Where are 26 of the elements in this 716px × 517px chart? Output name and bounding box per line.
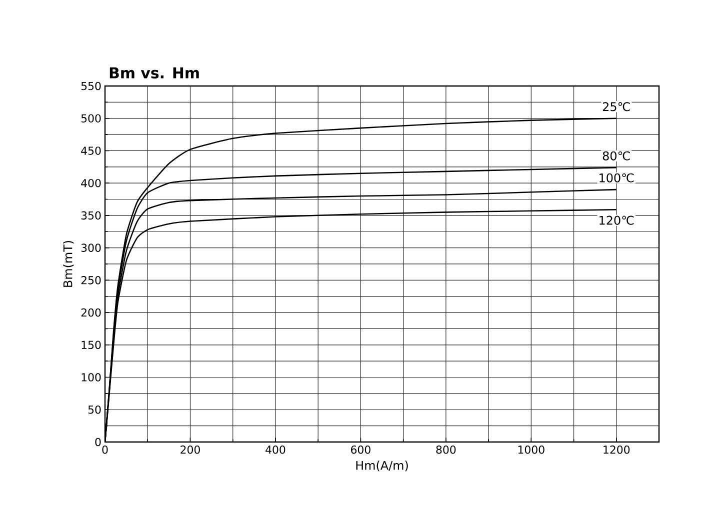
series-label: 25℃ — [602, 102, 630, 112]
x-axis-title: Hm(A/m) — [356, 460, 408, 472]
x-tick-label: 1200 — [604, 446, 630, 454]
chart-title: Bm vs. Hm — [110, 67, 199, 78]
y-tick-label: 350 — [81, 211, 101, 220]
y-tick-label: 150 — [82, 340, 101, 350]
y-tick-label: 250 — [81, 276, 101, 284]
x-tick-label: 200 — [180, 446, 200, 454]
series-label: 80℃ — [602, 151, 630, 160]
y-tick-label: 500 — [81, 114, 101, 122]
y-tick-label: 300 — [81, 244, 101, 252]
y-axis-title: Bm(mT) — [63, 240, 74, 287]
x-tick-label: 400 — [266, 446, 286, 454]
series-label: 120℃ — [600, 216, 634, 225]
x-tick-label: 1000 — [518, 446, 544, 454]
y-tick-label: 50 — [88, 405, 101, 414]
series-label: 100℃ — [600, 173, 634, 182]
y-tick-label: 0 — [95, 438, 101, 446]
x-tick-label: 800 — [436, 446, 456, 454]
y-tick-label: 450 — [81, 146, 101, 155]
y-tick-label: 100 — [82, 373, 101, 382]
x-tick-label: 0 — [102, 446, 108, 454]
x-tick-label: 600 — [351, 446, 370, 454]
y-tick-label: 550 — [81, 82, 101, 90]
y-tick-label: 200 — [81, 308, 101, 317]
y-tick-label: 400 — [81, 178, 101, 188]
